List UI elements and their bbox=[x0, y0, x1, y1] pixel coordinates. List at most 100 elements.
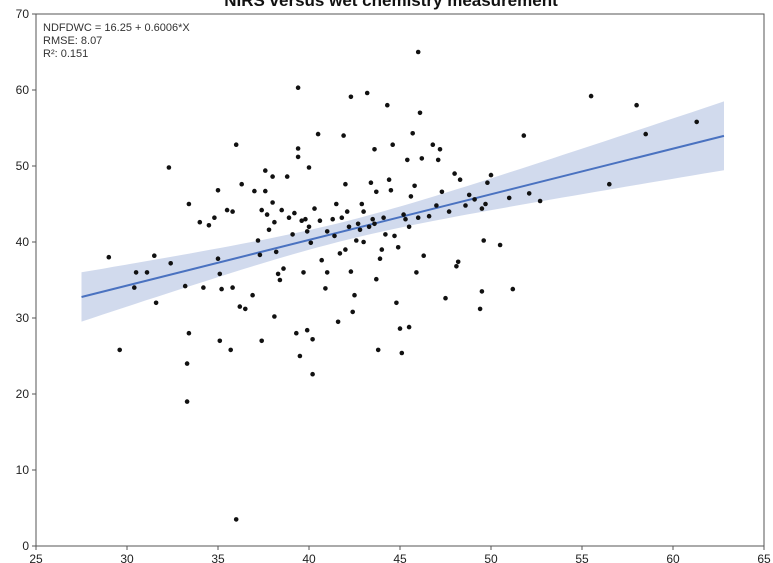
data-point bbox=[472, 197, 477, 202]
data-point bbox=[270, 200, 275, 205]
data-point bbox=[392, 233, 397, 239]
data-point bbox=[286, 215, 292, 220]
data-point bbox=[317, 218, 323, 223]
data-point bbox=[477, 306, 483, 312]
data-point bbox=[435, 157, 441, 163]
x-tick-label: 50 bbox=[484, 552, 498, 563]
data-point bbox=[117, 347, 122, 353]
x-tick-label: 45 bbox=[393, 552, 407, 563]
data-point bbox=[399, 350, 405, 356]
y-tick-label: 10 bbox=[16, 463, 30, 477]
data-point bbox=[106, 254, 112, 260]
data-point bbox=[352, 292, 357, 298]
data-point bbox=[184, 399, 190, 404]
data-point bbox=[381, 215, 386, 220]
x-tick-label: 55 bbox=[575, 552, 589, 563]
data-point bbox=[186, 330, 192, 336]
data-point bbox=[306, 224, 312, 230]
data-point bbox=[521, 133, 527, 138]
data-point bbox=[377, 256, 383, 262]
data-point bbox=[361, 209, 366, 214]
x-tick-label: 30 bbox=[120, 552, 134, 563]
data-point bbox=[395, 245, 401, 250]
data-point bbox=[303, 216, 308, 222]
chart-title: NIRS versus wet chemistry measurement bbox=[224, 0, 558, 10]
data-point bbox=[390, 142, 396, 147]
data-point bbox=[372, 147, 377, 152]
data-point bbox=[299, 218, 305, 223]
data-point bbox=[144, 270, 150, 275]
data-point bbox=[408, 194, 414, 199]
data-point bbox=[415, 215, 421, 220]
data-point bbox=[359, 201, 365, 207]
data-point bbox=[255, 238, 261, 243]
data-point bbox=[186, 201, 192, 207]
data-point bbox=[319, 257, 325, 263]
data-point bbox=[457, 177, 463, 182]
data-points bbox=[106, 49, 699, 522]
data-point bbox=[264, 212, 270, 217]
data-point bbox=[292, 210, 297, 216]
data-point bbox=[479, 206, 485, 211]
y-tick-label: 0 bbox=[22, 539, 29, 553]
data-point bbox=[263, 188, 268, 194]
data-point bbox=[335, 319, 341, 325]
data-point bbox=[344, 209, 350, 214]
data-point bbox=[323, 286, 328, 291]
data-point bbox=[634, 102, 639, 108]
data-point bbox=[277, 277, 283, 283]
data-point bbox=[153, 300, 159, 306]
y-tick-label: 20 bbox=[16, 387, 30, 401]
data-point bbox=[237, 304, 243, 309]
data-point bbox=[437, 147, 443, 152]
data-point bbox=[348, 269, 354, 274]
confidence-band-area bbox=[81, 101, 724, 322]
data-point bbox=[257, 252, 263, 258]
data-point bbox=[694, 119, 699, 125]
data-point bbox=[315, 131, 321, 137]
x-tick-label: 35 bbox=[211, 552, 225, 563]
data-point bbox=[201, 285, 206, 290]
data-point bbox=[361, 239, 366, 245]
data-point bbox=[366, 224, 372, 230]
data-point bbox=[337, 251, 343, 256]
data-point bbox=[219, 286, 224, 292]
data-point bbox=[406, 324, 412, 330]
data-point bbox=[368, 180, 374, 185]
data-point bbox=[485, 180, 490, 185]
data-point bbox=[350, 309, 356, 315]
data-point bbox=[304, 327, 310, 333]
data-point bbox=[290, 232, 295, 237]
data-point bbox=[348, 94, 354, 100]
data-point bbox=[446, 209, 452, 214]
data-point bbox=[233, 517, 239, 522]
data-point bbox=[463, 203, 468, 208]
data-point bbox=[343, 181, 348, 187]
data-point bbox=[263, 168, 268, 173]
x-tick-label: 60 bbox=[666, 552, 680, 563]
data-point bbox=[412, 183, 417, 189]
data-point bbox=[339, 215, 345, 220]
data-point bbox=[259, 338, 265, 344]
data-point bbox=[386, 177, 392, 182]
data-point bbox=[374, 276, 379, 282]
rmse-label: RMSE: 8.07 bbox=[43, 35, 102, 47]
r-squared-label: R²: 0.151 bbox=[43, 48, 88, 60]
data-point bbox=[224, 207, 230, 213]
x-tick-label: 65 bbox=[757, 552, 771, 563]
data-point bbox=[346, 224, 352, 230]
data-point bbox=[297, 353, 303, 359]
data-point bbox=[310, 337, 315, 342]
data-point bbox=[295, 85, 301, 90]
data-point bbox=[266, 227, 272, 233]
x-axis-ticks: 25 30 35 40 45 50 55 60 65 bbox=[29, 546, 771, 563]
data-point bbox=[434, 203, 439, 208]
data-point bbox=[415, 49, 421, 55]
data-point bbox=[152, 253, 157, 258]
x-tick-label: 25 bbox=[29, 552, 43, 563]
data-point bbox=[454, 264, 459, 269]
data-point bbox=[233, 142, 239, 147]
data-point bbox=[405, 157, 410, 163]
data-point bbox=[526, 191, 532, 196]
